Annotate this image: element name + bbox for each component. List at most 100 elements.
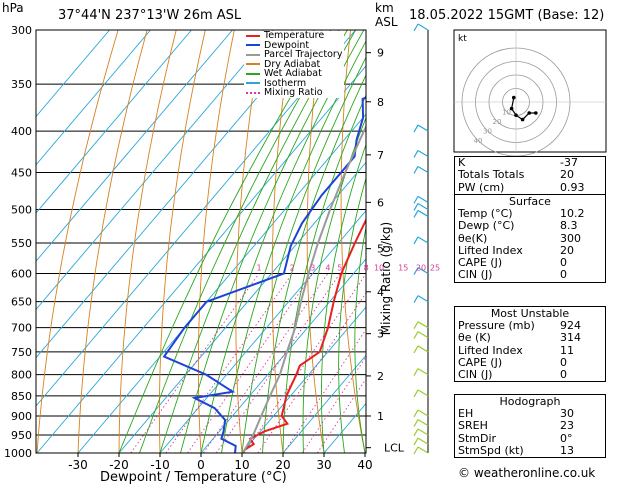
x-tick-label: 20 xyxy=(275,458,290,472)
km-tick-label: 3 xyxy=(377,328,384,341)
table-row: StmSpd (kt) 13 xyxy=(455,444,605,457)
row-value: 11 xyxy=(560,343,574,357)
most-unstable-title: Most Unstable xyxy=(490,307,570,320)
wet-adiabat-line xyxy=(200,30,365,453)
wet-adiabat-line xyxy=(159,30,348,453)
wind-barb-flag xyxy=(413,267,419,275)
wet-adiabat-line xyxy=(139,30,340,453)
legend-label: Dewpoint xyxy=(264,39,310,51)
isotherm-line xyxy=(36,30,274,311)
pressure-tick-label: 350 xyxy=(11,78,32,91)
x-tick-label: 30 xyxy=(316,458,331,472)
row-label: CAPE (J) xyxy=(458,256,503,270)
row-label: Dewp (°C) xyxy=(458,219,515,233)
dry-adiabat-line xyxy=(235,30,264,453)
legend-entry: Dry Adiabat xyxy=(246,58,342,70)
legend-swatch xyxy=(246,53,260,56)
wind-barb-flag xyxy=(413,331,419,339)
table-row: StmDir 0° xyxy=(455,432,605,445)
wind-barb xyxy=(417,202,429,210)
datetime-title: 18.05.2022 15GMT (Base: 12) xyxy=(409,8,605,23)
hodograph-ring-label: 30 xyxy=(483,128,492,136)
wet-adiabat-line xyxy=(241,56,366,453)
wind-barb xyxy=(417,446,429,454)
km-tick-label: 1 xyxy=(377,410,384,423)
km-tick-label: 8 xyxy=(377,96,384,109)
hodograph-point xyxy=(512,95,516,100)
row-value: 8.3 xyxy=(560,219,578,233)
mixing-ratio-label: 1 xyxy=(256,264,261,273)
wind-barb-flag xyxy=(413,124,419,133)
row-value: 23 xyxy=(560,419,574,433)
wet-adiabat-line xyxy=(262,74,366,453)
table-row: CAPE (J) 0 xyxy=(455,356,605,369)
table-row: θe(K) 300 xyxy=(455,232,605,245)
wet-adiabat-line xyxy=(354,224,366,453)
legend-swatch xyxy=(246,44,260,47)
legend-label: Isotherm xyxy=(264,77,307,89)
mixing-ratio-line xyxy=(301,355,366,453)
row-value: 10.2 xyxy=(560,207,585,220)
row-label: Temp (°C) xyxy=(458,207,513,220)
pressure-tick-label: 700 xyxy=(11,322,32,335)
wind-barb-flag xyxy=(413,345,419,354)
wind-barb xyxy=(417,409,429,417)
dry-adiabat-line xyxy=(158,30,206,453)
wind-barb xyxy=(417,389,429,397)
mixing-ratio-line xyxy=(243,273,366,453)
wind-barb-flag xyxy=(413,437,419,446)
row-label: CIN (J) xyxy=(458,268,493,282)
mixing-ratio-label: 20 xyxy=(416,264,426,273)
wind-barb xyxy=(417,124,429,132)
table-row: θe (K) 314 xyxy=(455,331,605,345)
wet-adiabat-line xyxy=(180,30,356,453)
isotherm-line xyxy=(200,258,366,453)
pressure-tick-label: 800 xyxy=(11,369,32,382)
isotherm-line xyxy=(118,161,366,453)
dry-adiabat-line xyxy=(197,30,235,453)
row-label: Lifted Index xyxy=(458,343,523,357)
mixing-ratio-label: 25 xyxy=(430,264,440,273)
isotherm-line xyxy=(36,30,233,262)
wind-barb-flag xyxy=(413,23,419,32)
wind-barb xyxy=(417,437,429,445)
isotherm-line xyxy=(36,30,192,214)
legend-label: Dry Adiabat xyxy=(264,58,321,70)
row-value: 0.93 xyxy=(560,180,585,194)
row-label: K xyxy=(458,156,466,169)
hodograph-point xyxy=(520,117,525,122)
legend-entry: Dewpoint xyxy=(246,39,342,51)
wind-barb xyxy=(417,345,429,353)
wind-barb xyxy=(417,267,429,275)
legend-entry: Wet Adiabat xyxy=(246,69,342,79)
mixing-ratio-line xyxy=(257,292,366,453)
pressure-tick-label: 450 xyxy=(11,166,32,179)
legend-entry: Parcel Trajectory xyxy=(246,50,342,60)
hodograph-ring-label: 10 xyxy=(502,109,511,117)
x-tick-label: 0 xyxy=(197,458,205,472)
wind-barb xyxy=(417,165,429,173)
table-row: PW (cm) 0.93 xyxy=(455,180,605,194)
wind-barb xyxy=(417,149,429,157)
row-value: 20 xyxy=(560,243,574,257)
table-row: Lifted Index 20 xyxy=(455,243,605,257)
row-value: 924 xyxy=(560,319,581,332)
wind-barb xyxy=(417,209,429,217)
mixing-ratio-line xyxy=(130,273,260,453)
asl-label: ASL xyxy=(375,15,398,29)
wind-barb-flag xyxy=(413,321,419,329)
table-row: CIN (J) 0 xyxy=(455,268,605,282)
row-value: 314 xyxy=(560,331,581,345)
wind-barb xyxy=(417,23,429,31)
hodograph-panel: Hodograph EH 30 SREH 23 StmDir 0° StmSpd (kt) 1… xyxy=(454,394,606,459)
row-value: 0 xyxy=(560,256,567,270)
x-tick-label: -30 xyxy=(68,458,88,472)
wind-barb xyxy=(417,295,429,303)
legend-swatch xyxy=(246,91,260,94)
wet-adiabat-line xyxy=(118,30,332,453)
wind-barb-flag xyxy=(413,150,419,158)
hodograph-ring-label: 40 xyxy=(474,137,483,145)
dry-adiabat-line xyxy=(340,30,366,453)
table-row: Pressure (mb) 924 xyxy=(455,319,605,332)
credit-text: © weatheronline.co.uk xyxy=(458,466,596,480)
